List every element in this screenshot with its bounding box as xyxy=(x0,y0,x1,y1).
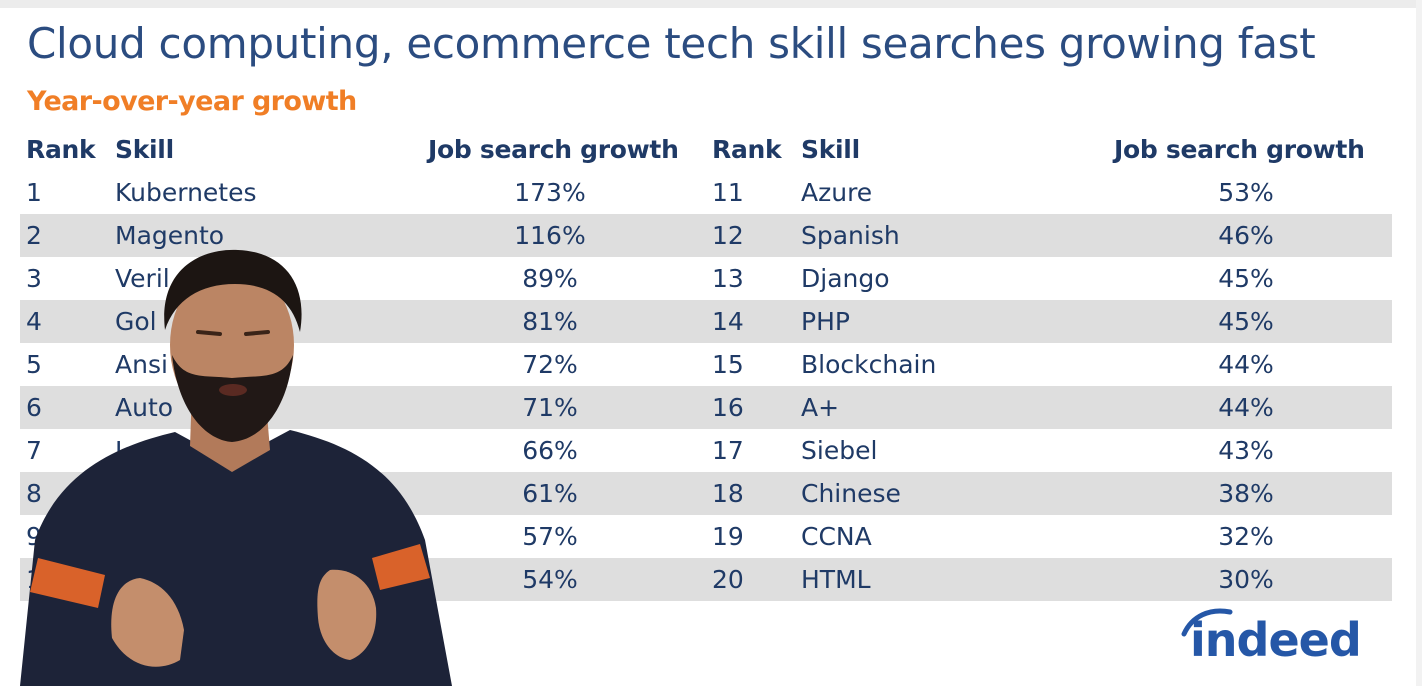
rank-cell: 3 xyxy=(26,264,42,293)
growth-cell: 53% xyxy=(1218,178,1274,207)
growth-cell: 46% xyxy=(1218,221,1274,250)
growth-cell: 116% xyxy=(514,221,586,250)
growth-cell: 54% xyxy=(522,565,578,594)
growth-cell: 61% xyxy=(522,479,578,508)
presenter-video-overlay xyxy=(20,249,452,686)
growth-cell: 32% xyxy=(1218,522,1274,551)
skill-cell: Blockchain xyxy=(801,350,937,379)
growth-cell: 30% xyxy=(1218,565,1274,594)
rank-cell: 7 xyxy=(26,436,42,465)
rank-cell: 15 xyxy=(712,350,744,379)
slide-subtitle: Year-over-year growth xyxy=(27,86,357,117)
table-row: 5 Ansi 72% 15 Blockchain 44% xyxy=(20,343,1392,386)
growth-cell: 71% xyxy=(522,393,578,422)
header-skill-left: Skill xyxy=(115,135,174,164)
skill-cell: Chinese xyxy=(801,479,901,508)
skill-cell: Spanish xyxy=(801,221,900,250)
table-header: Rank Skill Job search growth Rank Skill … xyxy=(20,128,1392,171)
slide-title: Cloud computing, ecommerce tech skill se… xyxy=(27,19,1316,68)
skill-cell: Azure xyxy=(801,178,873,207)
growth-cell: 45% xyxy=(1218,307,1274,336)
skill-cell: HTML xyxy=(801,565,871,594)
rank-cell: 5 xyxy=(26,350,42,379)
rank-cell: 4 xyxy=(26,307,42,336)
table-row: 2 Magento 116% 12 Spanish 46% xyxy=(20,214,1392,257)
skill-cell: Siebel xyxy=(801,436,878,465)
growth-cell: 66% xyxy=(522,436,578,465)
skill-cell: Django xyxy=(801,264,890,293)
skill-cell: Kubernetes xyxy=(115,178,257,207)
indeed-logo: indeed xyxy=(1190,613,1362,667)
rank-cell: 2 xyxy=(26,221,42,250)
indeed-swoosh-icon xyxy=(1181,608,1233,637)
rank-cell: 18 xyxy=(712,479,744,508)
growth-cell: 45% xyxy=(1218,264,1274,293)
rank-cell: 17 xyxy=(712,436,744,465)
growth-cell: 57% xyxy=(522,522,578,551)
rank-cell: 19 xyxy=(712,522,744,551)
rank-cell: 16 xyxy=(712,393,744,422)
rank-cell: 13 xyxy=(712,264,744,293)
top-strip xyxy=(0,0,1422,8)
growth-cell: 44% xyxy=(1218,350,1274,379)
growth-cell: 38% xyxy=(1218,479,1274,508)
skill-cell: Gol xyxy=(115,307,157,336)
table-row: 3 Veril 89% 13 Django 45% xyxy=(20,257,1392,300)
growth-cell: 72% xyxy=(522,350,578,379)
growth-cell: 44% xyxy=(1218,393,1274,422)
header-rank-right: Rank xyxy=(712,135,782,164)
growth-cell: 89% xyxy=(522,264,578,293)
rank-cell: 11 xyxy=(712,178,744,207)
table-row: 1 Kubernetes 173% 11 Azure 53% xyxy=(20,171,1392,214)
right-strip xyxy=(1416,0,1422,686)
table-row: 9 57% 19 CCNA 32% xyxy=(20,515,1392,558)
header-skill-right: Skill xyxy=(801,135,860,164)
skill-cell: Ansi xyxy=(115,350,168,379)
skill-cell: CCNA xyxy=(801,522,872,551)
skill-cell: Magento xyxy=(115,221,225,250)
skill-cell: A+ xyxy=(801,393,840,422)
skill-cell: Auto xyxy=(115,393,174,422)
growth-cell: 43% xyxy=(1218,436,1274,465)
rank-cell: 6 xyxy=(26,393,42,422)
rank-cell: 14 xyxy=(712,307,744,336)
growth-cell: 81% xyxy=(522,307,578,336)
header-rank-left: Rank xyxy=(26,135,96,164)
skill-cell: PHP xyxy=(801,307,850,336)
header-growth-right: Job search growth xyxy=(1114,135,1365,164)
rank-cell: 20 xyxy=(712,565,744,594)
rank-cell: 12 xyxy=(712,221,744,250)
header-growth-left: Job search growth xyxy=(428,135,679,164)
growth-cell: 173% xyxy=(514,178,586,207)
skill-cell: Veril xyxy=(115,264,170,293)
rank-cell: 1 xyxy=(26,178,42,207)
rank-cell: 8 xyxy=(26,479,42,508)
